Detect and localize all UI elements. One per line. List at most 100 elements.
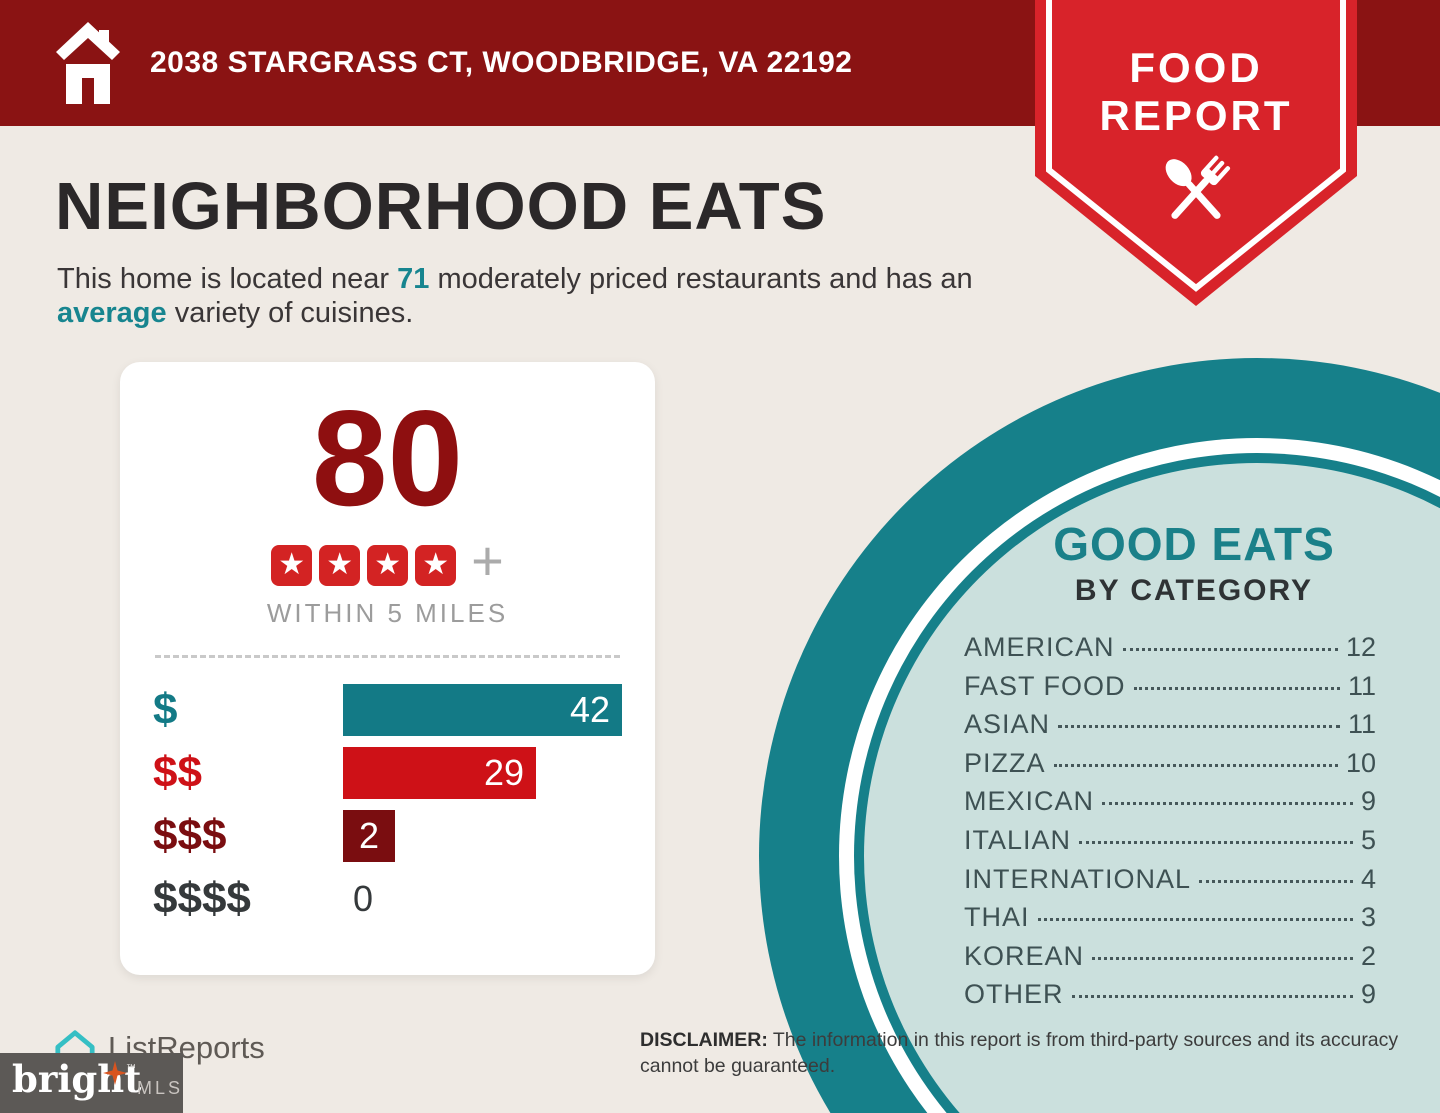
crossed-spoon-fork-icon — [1165, 155, 1231, 219]
category-row: KOREAN 2 — [964, 941, 1376, 980]
bar-value: 42 — [569, 689, 610, 730]
category-value: 5 — [1360, 824, 1376, 855]
dotted-leader — [1102, 802, 1353, 806]
subtitle-text: variety of cuisines. — [166, 297, 414, 330]
category-label: PIZZA — [964, 747, 1046, 778]
dotted-leader — [1058, 725, 1340, 729]
bar-value: 2 — [358, 815, 380, 856]
price-bar: 2 — [343, 810, 395, 862]
star-icon: ★ — [367, 544, 409, 586]
trademark-symbol: ™ — [126, 1063, 136, 1074]
category-label: INTERNATIONAL — [964, 863, 1192, 894]
price-tier-label: $$$ — [153, 811, 227, 860]
subtitle-text: This home is located near — [57, 263, 398, 295]
category-value: 4 — [1360, 863, 1376, 894]
category-value: 3 — [1360, 902, 1376, 933]
restaurant-count: 71 — [397, 263, 430, 295]
badge-inner-outline — [1046, 0, 1346, 292]
food-score: 80 — [311, 382, 464, 534]
category-label: FAST FOOD — [964, 670, 1126, 701]
category-value: 9 — [1360, 979, 1376, 1010]
dotted-leader — [1053, 763, 1338, 767]
price-row: $$$ 2 — [153, 810, 655, 862]
price-row: $42 — [153, 684, 655, 736]
price-row: $$ 29 — [153, 747, 655, 799]
category-label: THAI — [964, 902, 1030, 933]
category-value: 11 — [1347, 670, 1376, 701]
bright-mls-logo: bright ™ MLS — [0, 1053, 183, 1113]
bar-area: 42 — [343, 684, 655, 736]
bar-area: 2 — [343, 810, 655, 862]
mls-wordmark: MLS — [137, 1078, 184, 1098]
category-list: AMERICAN 12 FAST FOOD 11 ASIAN 11 PIZZA 10 MEXIC… — [964, 632, 1376, 1018]
good-eats-subtitle: BY CATEGORY — [1074, 574, 1314, 607]
star-rating: ★ ★ ★ ★ + — [120, 533, 655, 589]
category-value: 11 — [1347, 709, 1376, 740]
radius-label: WITHIN 5 MILES — [266, 598, 509, 628]
variety-highlight: average — [57, 297, 167, 330]
bar-area: 0 — [343, 873, 655, 925]
category-row: INTERNATIONAL 4 — [964, 864, 1376, 903]
category-value: 9 — [1360, 786, 1376, 817]
dotted-leader — [1199, 879, 1353, 883]
price-tier-label: $$$$ — [153, 874, 251, 923]
category-label: KOREAN — [964, 940, 1085, 971]
category-row: ASIAN 11 — [964, 709, 1376, 748]
category-row: MEXICAN 9 — [964, 786, 1376, 825]
dotted-leader — [1037, 918, 1353, 922]
property-address: 2038 STARGRASS CT, WOODBRIDGE, VA 22192 — [150, 46, 853, 79]
category-label: MEXICAN — [964, 786, 1095, 817]
plus-icon: + — [471, 529, 504, 592]
price-bars: $42 $$ 29 $$$ 2 $$$$ 0 — [153, 684, 655, 925]
disclaimer-label: DISCLAIMER: — [640, 1029, 768, 1051]
disclaimer-text: The information in this report is from t… — [640, 1029, 1399, 1077]
price-row: $$$$ 0 — [153, 873, 655, 925]
bright-wordmark: bright — [12, 1057, 142, 1101]
dotted-leader — [1133, 686, 1340, 690]
badge-line2: REPORT — [1099, 92, 1292, 139]
price-bar: 42 — [343, 684, 622, 736]
price-bar: 29 — [343, 747, 536, 799]
category-row: THAI 3 — [964, 902, 1376, 941]
category-row: PIZZA 10 — [964, 748, 1376, 787]
category-label: ITALIAN — [964, 824, 1072, 855]
category-value: 2 — [1360, 940, 1376, 971]
bar-area: 29 — [343, 747, 655, 799]
category-label: OTHER — [964, 979, 1064, 1010]
price-tier-label: $ — [153, 685, 178, 734]
good-eats-panel: GOOD EATS BY CATEGORY AMERICAN 12 FAST FOO… — [964, 517, 1376, 1018]
badge-shape — [1035, 0, 1357, 306]
category-label: AMERICAN — [964, 632, 1115, 662]
score-card: 80 ★ ★ ★ ★ + WITHIN 5 MILES $42 $$ 29 $$$ 2 $$$$ 0 — [120, 362, 655, 975]
page-title: NEIGHBORHOOD EATS — [55, 169, 827, 244]
intro-subtitle: This home is located near 71 moderately … — [57, 262, 1002, 330]
category-row: OTHER 9 — [964, 979, 1376, 1018]
bar-value: 29 — [483, 752, 524, 793]
dotted-leader — [1071, 995, 1353, 999]
price-tier-label: $$ — [153, 748, 202, 797]
circle-pale-interior — [864, 463, 1440, 1113]
dotted-leader — [1122, 648, 1338, 651]
category-value: 10 — [1345, 747, 1376, 778]
category-label: ASIAN — [964, 709, 1051, 740]
bar-value-zero: 0 — [353, 878, 374, 919]
disclaimer: DISCLAIMER: The information in this repor… — [640, 1028, 1420, 1079]
badge-line1: FOOD — [1129, 44, 1262, 91]
subtitle-text: moderately priced restaurants and has an — [429, 263, 973, 295]
star-icon: ★ — [415, 544, 457, 586]
category-row: FAST FOOD 11 — [964, 671, 1376, 710]
category-value: 12 — [1345, 632, 1376, 662]
star-icon: ★ — [319, 544, 361, 586]
star-icon: ★ — [271, 544, 313, 586]
food-report-badge: FOOD REPORT — [1035, 0, 1357, 306]
home-icon — [56, 22, 120, 104]
good-eats-title: GOOD EATS — [1053, 518, 1335, 570]
dotted-leader — [1092, 956, 1353, 960]
bright-star-icon — [103, 1061, 127, 1085]
category-row: AMERICAN 12 — [964, 632, 1376, 671]
good-eats-header: GOOD EATS BY CATEGORY — [1012, 517, 1376, 608]
dotted-leader — [1079, 840, 1353, 844]
category-row: ITALIAN 5 — [964, 825, 1376, 864]
dashed-divider — [155, 655, 620, 658]
